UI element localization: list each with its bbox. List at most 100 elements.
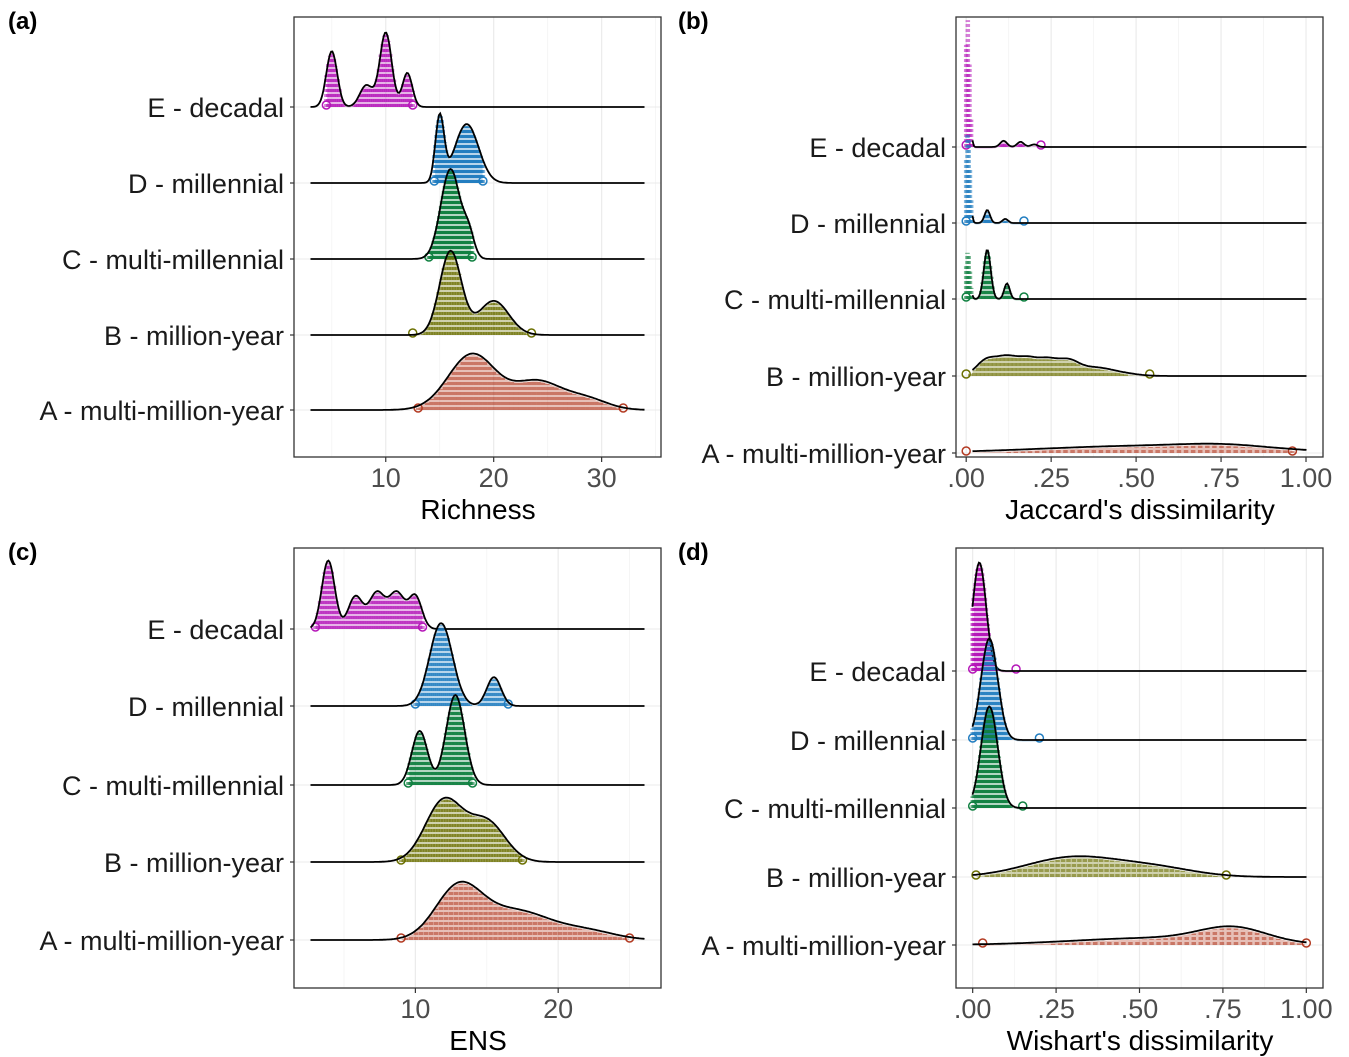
category-label-4: E - decadal — [809, 133, 946, 163]
x-tick-label: 30 — [587, 463, 617, 493]
ridge-line-1 — [972, 855, 1307, 878]
point-marker-3 — [478, 176, 488, 186]
category-label-2: C - multi-millennial — [62, 245, 284, 275]
point-marker-1 — [1144, 369, 1155, 379]
category-label-2: C - multi-millennial — [724, 285, 946, 315]
panel-wishart: (d) Wishart's dissimilarity E - decadal D… — [678, 539, 1333, 1056]
panel-tag-a: (a) — [8, 8, 37, 35]
point-marker-2 — [1019, 292, 1029, 302]
x-tick-label: .00 — [947, 463, 985, 493]
ridge-line-1 — [310, 796, 645, 863]
ridge-line-4 — [310, 31, 645, 108]
point-marker-2 — [403, 778, 413, 788]
point-marker-4 — [967, 664, 978, 674]
ridge-line-0 — [310, 880, 645, 941]
x-tick-label: 1.00 — [1280, 994, 1333, 1024]
point-marker-4 — [1011, 664, 1021, 674]
x-tick-label: 20 — [543, 994, 573, 1024]
x-tick-label: .75 — [1202, 463, 1240, 493]
category-label-3: D - millennial — [790, 209, 946, 239]
x-axis-title-ens: ENS — [449, 1025, 507, 1056]
point-marker-2 — [967, 801, 978, 811]
point-marker-0 — [961, 446, 971, 456]
panel-ens: (c) ENS E - decadal D - millennial C - mul… — [8, 539, 662, 1056]
x-tick-label: 10 — [371, 463, 401, 493]
ridge-line-1 — [310, 249, 645, 336]
ridge-line-4 — [971, 561, 1307, 672]
ridge-line-4 — [309, 559, 645, 630]
category-label-0: A - multi-million-year — [701, 931, 946, 961]
category-label-2: C - multi-millennial — [724, 794, 946, 824]
point-marker-2 — [467, 252, 477, 262]
x-axis-title-richness: Richness — [420, 494, 535, 525]
category-label-3: D - millennial — [790, 726, 946, 756]
ridge-line-1 — [971, 354, 1307, 377]
point-marker-1 — [407, 328, 418, 338]
x-tick-label: 1.00 — [1280, 463, 1333, 493]
ridge-fill-1 — [972, 356, 1149, 377]
ridge-line-2 — [971, 249, 1307, 300]
point-marker-2 — [961, 292, 971, 302]
x-tick-label: .25 — [1037, 994, 1075, 1024]
panel-tag-b: (b) — [678, 8, 709, 35]
plot-border — [955, 16, 1324, 458]
ridge-line-3 — [971, 637, 1307, 741]
plot-border — [293, 16, 662, 458]
point-marker-3 — [967, 733, 978, 743]
ridge-fill-2 — [973, 708, 1023, 810]
ridge-line-2 — [971, 705, 1307, 809]
point-marker-3 — [1034, 733, 1045, 743]
category-label-2: C - multi-millennial — [62, 771, 284, 801]
ridge-line-0 — [972, 442, 1307, 453]
point-marker-0 — [1301, 938, 1312, 948]
ridge-line-2 — [310, 167, 645, 260]
point-marker-1 — [961, 369, 971, 379]
ridge-line-4 — [971, 139, 1307, 148]
category-label-4: E - decadal — [809, 657, 946, 687]
point-marker-3 — [1019, 216, 1029, 226]
x-tick-label: 10 — [400, 994, 430, 1024]
x-tick-label: .00 — [954, 994, 992, 1024]
category-label-1: B - million-year — [766, 362, 946, 392]
x-tick-label: 20 — [479, 463, 509, 493]
point-marker-4 — [417, 622, 428, 632]
x-tick-label: .50 — [1121, 994, 1159, 1024]
ridge-line-3 — [310, 622, 645, 707]
category-label-1: B - million-year — [104, 321, 284, 351]
point-marker-3 — [961, 216, 971, 226]
point-marker-4 — [321, 100, 332, 110]
category-label-0: A - multi-million-year — [39, 396, 284, 426]
ridge-line-0 — [310, 352, 645, 411]
category-label-0: A - multi-million-year — [701, 439, 946, 469]
x-tick-label: .50 — [1117, 463, 1155, 493]
panel-jaccard: (b) Jaccard's dissimilarity E - decadal D… — [678, 8, 1332, 525]
ridge-line-3 — [310, 111, 645, 184]
category-label-4: E - decadal — [147, 93, 284, 123]
x-axis-title-wishart: Wishart's dissimilarity — [1007, 1025, 1274, 1056]
plot-border — [293, 547, 662, 989]
x-tick-label: .25 — [1032, 463, 1070, 493]
ridge-fill-1 — [976, 857, 1226, 877]
category-label-1: B - million-year — [766, 863, 946, 893]
point-marker-3 — [429, 176, 440, 186]
category-label-3: D - millennial — [128, 692, 284, 722]
point-marker-2 — [1017, 801, 1028, 811]
category-label-4: E - decadal — [147, 615, 284, 645]
ridge-line-3 — [971, 209, 1307, 224]
x-tick-label: .75 — [1204, 994, 1242, 1024]
category-label-0: A - multi-million-year — [39, 926, 284, 956]
ridge-line-2 — [310, 693, 645, 786]
panel-tag-d: (d) — [678, 539, 709, 566]
category-label-3: D - millennial — [128, 169, 284, 199]
point-marker-0 — [977, 938, 988, 948]
point-marker-0 — [1287, 446, 1298, 456]
x-axis-title-jaccard: Jaccard's dissimilarity — [1005, 494, 1275, 525]
panel-richness: (a) Richness E - decadal D - millennial C … — [8, 8, 662, 525]
panel-tag-c: (c) — [8, 539, 37, 566]
plot-background — [956, 17, 1323, 457]
point-marker-2 — [467, 778, 478, 788]
ridge-fill-0 — [982, 927, 1306, 946]
point-marker-4 — [407, 100, 418, 110]
ridge-line-0 — [972, 925, 1307, 946]
